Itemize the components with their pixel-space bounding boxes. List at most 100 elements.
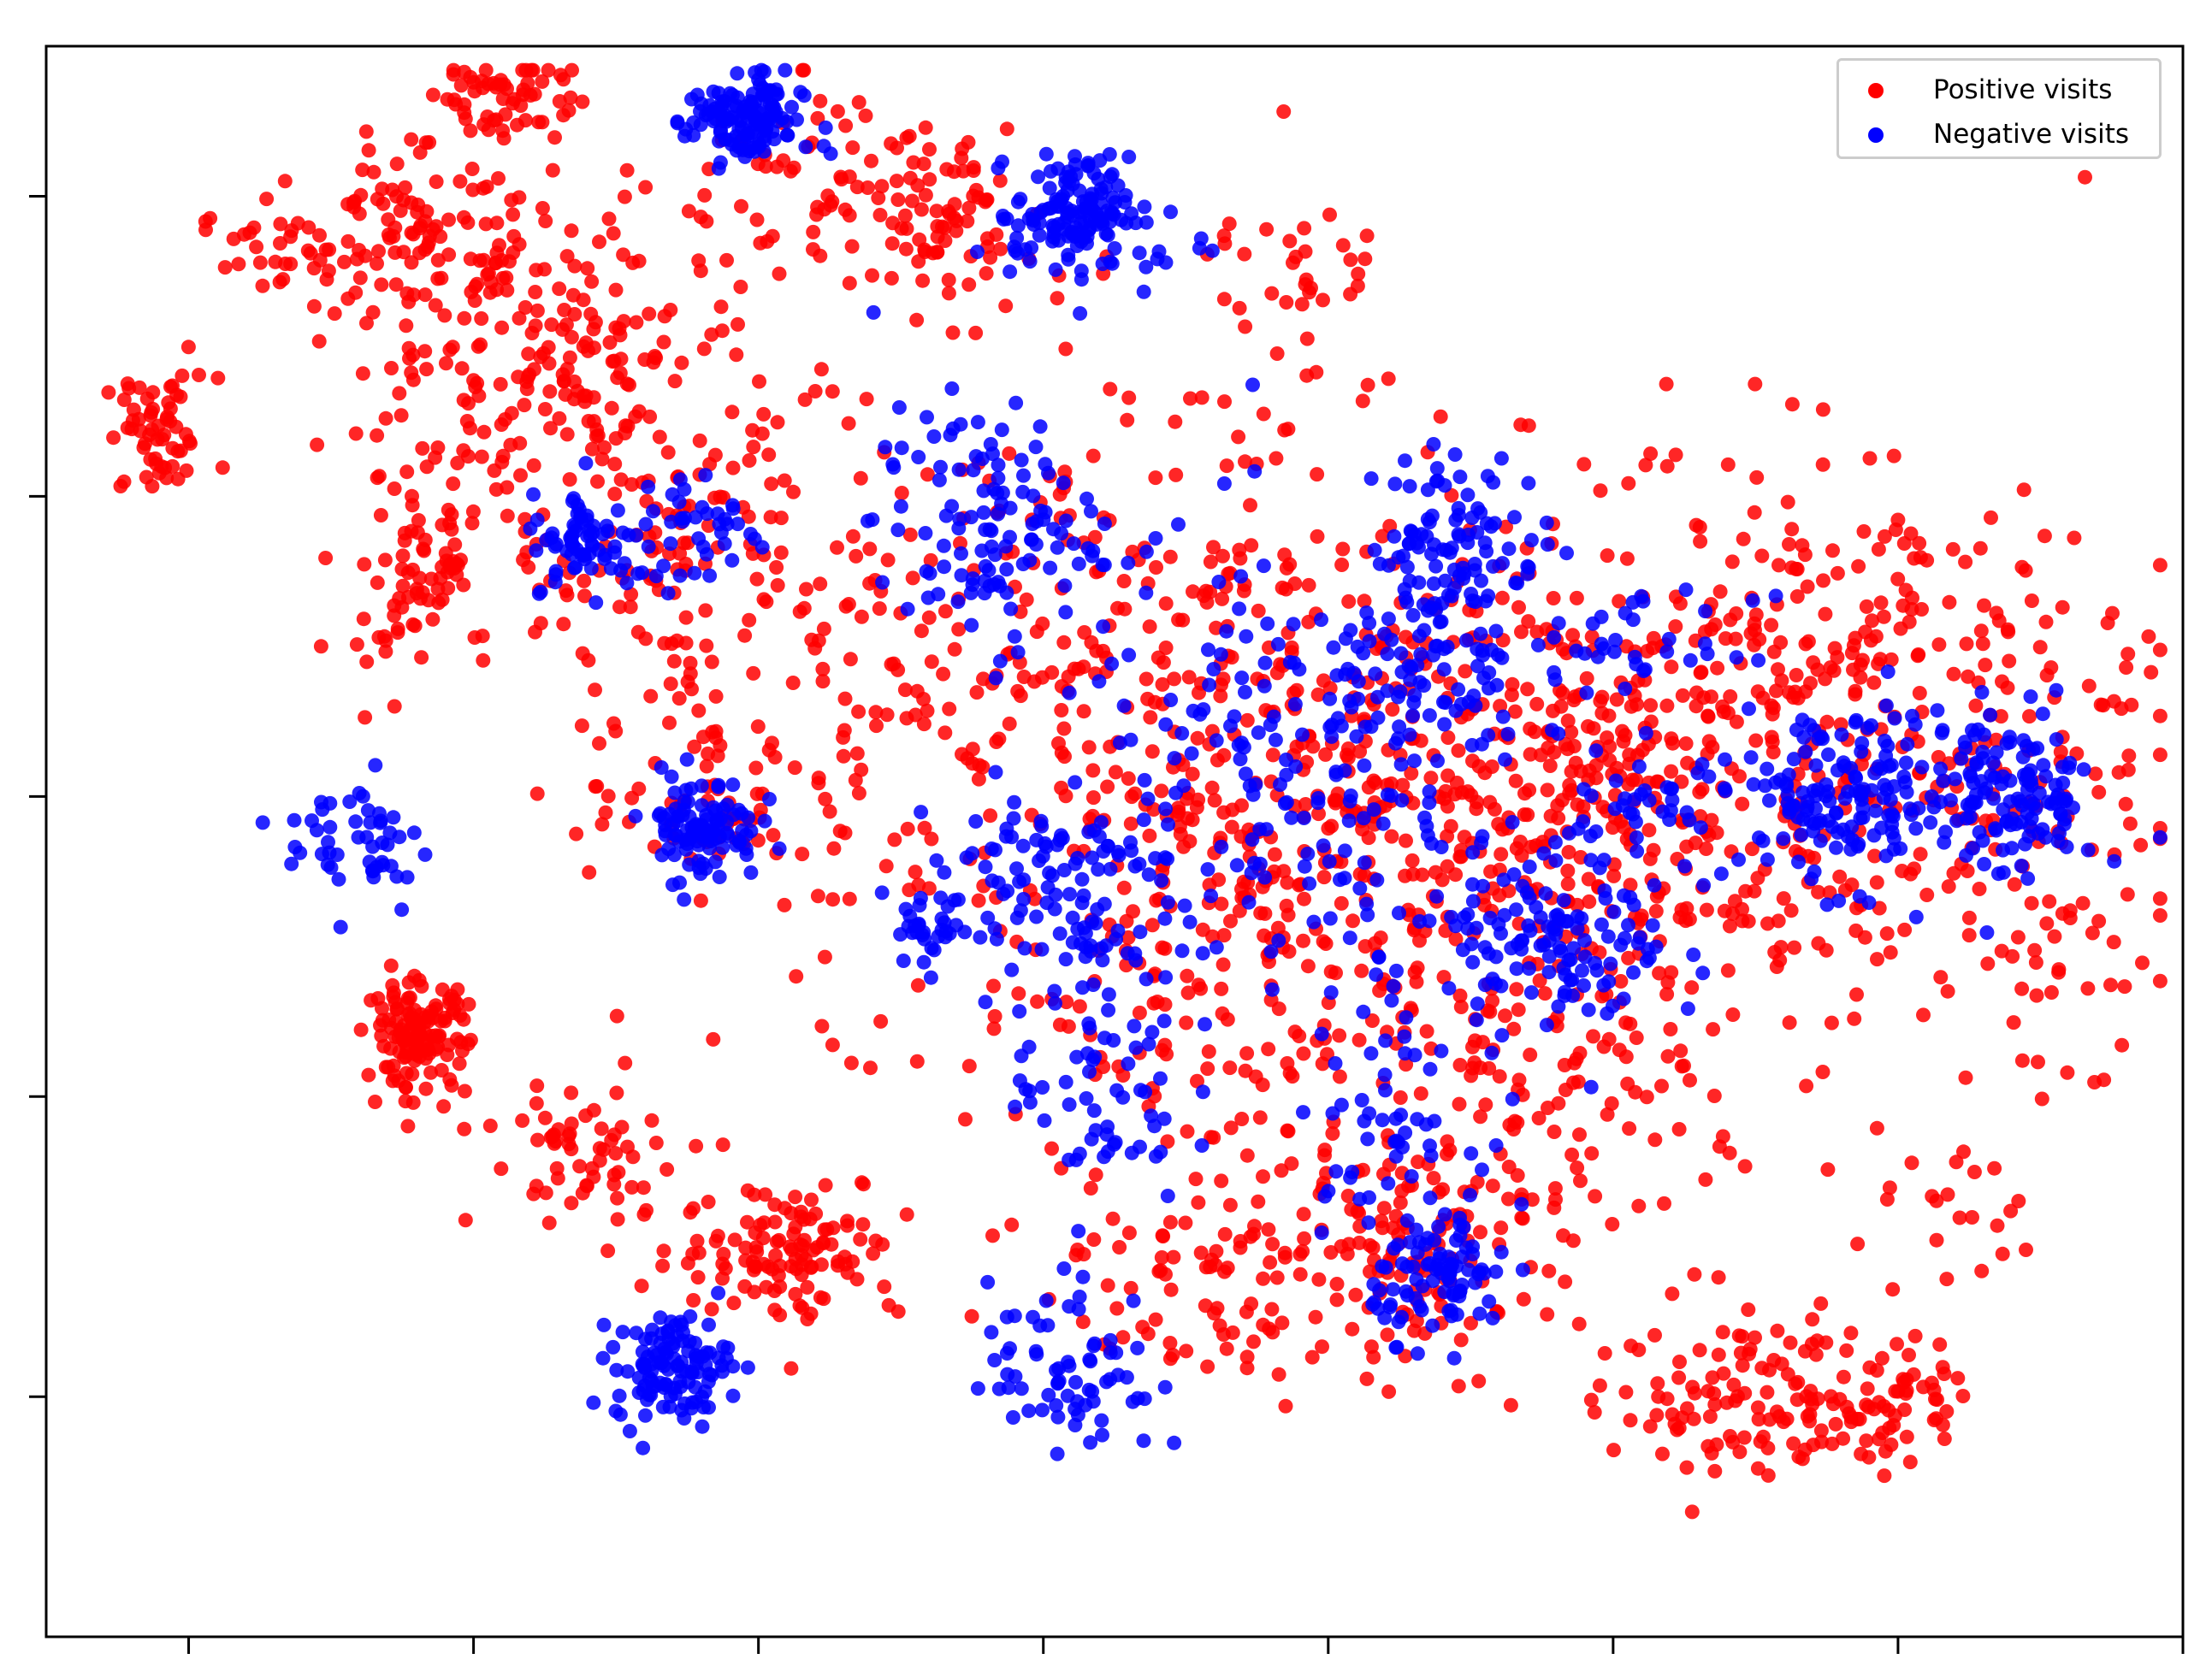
point-positive [1155,940,1170,955]
point-positive [1965,1210,1979,1225]
point-negative [743,865,759,880]
point-negative [1006,811,1021,826]
point-positive [807,384,823,399]
point-positive [806,242,820,257]
point-positive [1501,1160,1517,1174]
point-negative [1100,1119,1115,1135]
point-positive [623,599,638,615]
point-positive [616,247,631,263]
point-positive [610,1190,625,1206]
point-positive [1476,1035,1490,1050]
point-positive [389,156,405,172]
point-negative [1830,763,1845,778]
point-positive [567,307,583,322]
point-negative [1252,856,1268,871]
point-positive [452,174,468,189]
point-positive [884,270,899,286]
point-negative [1139,971,1154,987]
point-negative [635,565,650,581]
point-negative [707,854,723,870]
point-positive [407,618,423,634]
point-positive [985,1228,1000,1243]
point-positive [1318,936,1334,951]
point-positive [567,258,583,274]
point-positive [1716,1366,1731,1381]
point-negative [1325,1106,1340,1121]
point-positive [767,1284,782,1298]
point-positive [2081,678,2097,694]
point-negative [577,548,592,564]
point-positive [1729,606,1744,621]
point-positive [1521,614,1536,629]
point-negative [1412,675,1428,690]
point-positive [1202,877,1217,893]
point-positive [1771,913,1786,929]
point-negative [348,814,364,830]
point-negative [1065,910,1080,925]
point-positive [1345,1321,1360,1337]
point-positive [734,198,748,214]
point-positive [113,479,128,493]
point-positive [1329,1292,1345,1308]
point-negative [717,536,732,552]
point-positive [1960,864,1975,878]
point-positive [120,420,135,435]
point-negative [1426,437,1441,452]
point-negative [1202,677,1217,693]
point-positive [1641,736,1656,752]
point-positive [1540,1307,1555,1322]
point-negative [1029,909,1044,924]
point-positive [707,490,722,505]
point-negative [936,538,951,553]
point-negative [1279,753,1294,767]
point-negative [1377,1067,1393,1083]
point-positive [1360,377,1375,393]
point-positive [1399,833,1413,848]
point-negative [1606,998,1620,1013]
point-positive [1570,1160,1585,1176]
point-negative [931,587,946,602]
point-positive [686,1201,701,1216]
point-positive [777,897,792,912]
point-positive [954,151,969,166]
point-negative [688,510,703,525]
point-negative [1148,1148,1163,1164]
point-positive [1865,613,1879,629]
point-positive [395,578,411,593]
point-positive [1355,393,1370,409]
point-positive [2016,482,2032,498]
point-positive [489,216,505,231]
point-positive [159,470,174,486]
point-positive [1452,1096,1467,1112]
point-positive [576,292,591,308]
point-positive [1826,663,1842,678]
point-positive [914,202,929,217]
point-positive [259,192,275,207]
point-negative [1383,1297,1399,1313]
point-positive [1888,1384,1903,1399]
point-positive [516,82,531,97]
point-positive [1381,1384,1397,1399]
point-negative [1346,665,1362,681]
point-positive [378,410,393,426]
point-negative [1251,725,1266,741]
point-negative [1410,1346,1425,1361]
point-positive [1913,847,1928,862]
point-positive [750,719,766,735]
point-negative [1389,963,1404,978]
point-positive [584,441,600,457]
point-positive [699,638,714,653]
point-positive [387,481,402,496]
point-positive [1555,686,1570,701]
point-positive [594,452,610,467]
point-positive [747,1284,762,1300]
point-positive [500,81,514,97]
point-negative [666,1351,682,1367]
point-negative [606,1339,621,1355]
point-positive [684,682,699,697]
point-positive [1239,1046,1255,1061]
point-positive [370,991,386,1006]
point-positive [1736,1430,1752,1445]
point-negative [1118,188,1133,203]
point-positive [1190,1073,1204,1089]
